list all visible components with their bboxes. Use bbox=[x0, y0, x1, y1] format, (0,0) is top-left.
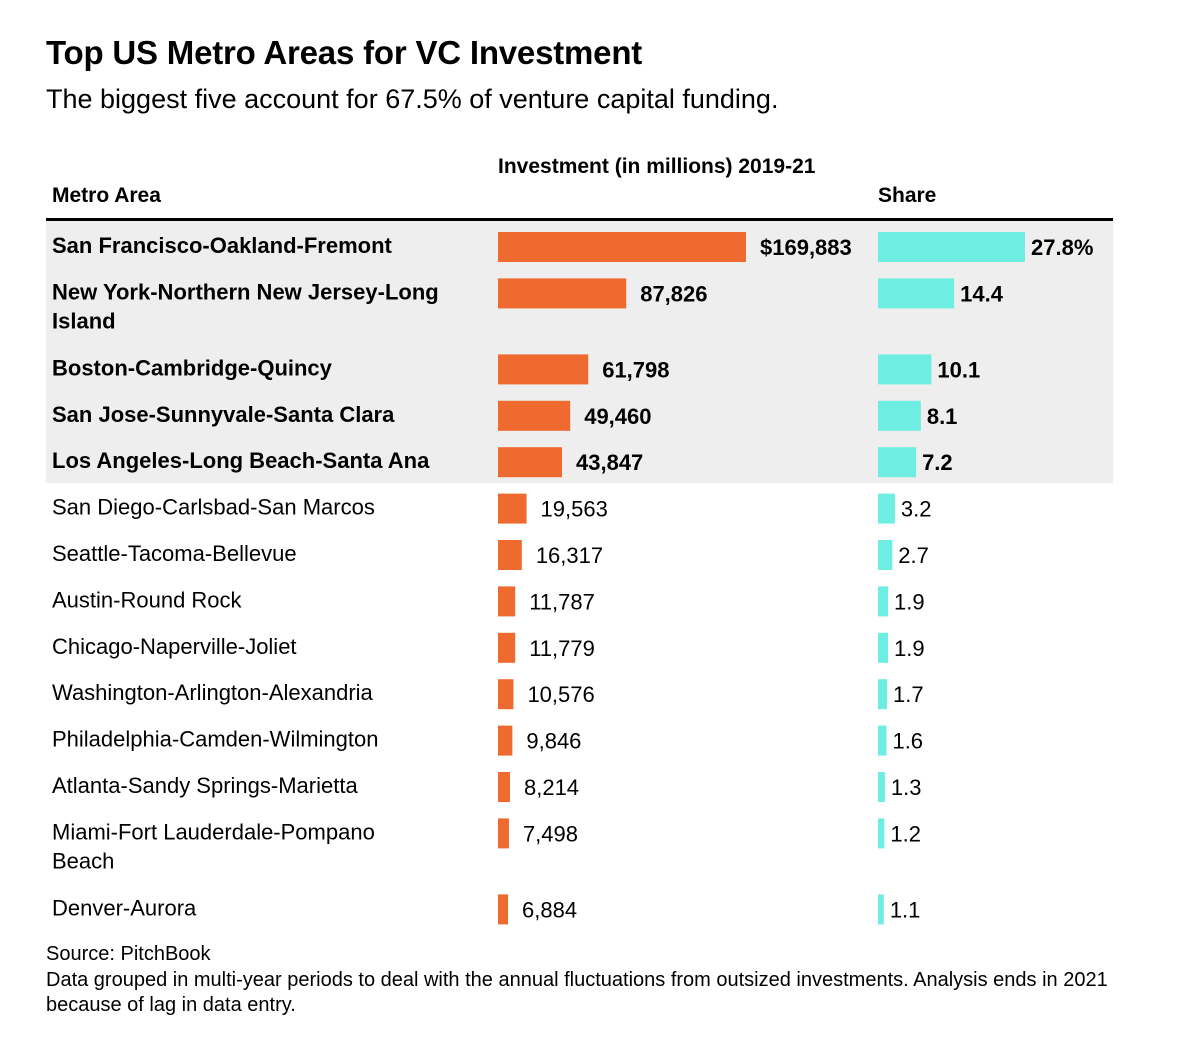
metro-label: Chicago-Naperville-Joliet bbox=[52, 634, 297, 659]
investment-value-label: 43,847 bbox=[576, 450, 643, 475]
share-value-label: 3.2 bbox=[901, 497, 932, 522]
share-value-label: 1.9 bbox=[894, 636, 925, 661]
investment-bar bbox=[498, 894, 509, 925]
column-header-investment: Investment (in millions) 2019-21 bbox=[498, 155, 816, 178]
share-bar bbox=[878, 894, 884, 925]
share-value-label: 2.7 bbox=[898, 543, 929, 568]
share-bar bbox=[878, 818, 885, 849]
share-bar bbox=[878, 586, 889, 617]
investment-value-label: 11,779 bbox=[529, 636, 595, 661]
share-value-label: 10.1 bbox=[937, 357, 980, 382]
metro-label: New York-Northern New Jersey-Long Island bbox=[52, 279, 439, 333]
column-header-metro-area: Metro Area bbox=[52, 184, 161, 207]
investment-value-label: 61,798 bbox=[602, 357, 669, 382]
investment-bar bbox=[498, 400, 571, 431]
investment-bar bbox=[498, 772, 510, 802]
share-value-label: 7.2 bbox=[922, 450, 953, 475]
investment-bar bbox=[498, 818, 509, 849]
share-value-label: 1.6 bbox=[892, 729, 923, 754]
investment-bar bbox=[498, 679, 514, 710]
share-bar bbox=[878, 447, 917, 478]
share-bar bbox=[878, 725, 887, 756]
metro-label: Atlanta-Sandy Springs-Marietta bbox=[52, 773, 358, 798]
share-bar bbox=[878, 400, 921, 431]
share-value-label: 1.2 bbox=[890, 821, 921, 846]
investment-value-label: 8,214 bbox=[524, 775, 579, 800]
metro-label: Washington-Arlington-Alexandria bbox=[52, 680, 374, 705]
header-divider bbox=[46, 218, 1113, 221]
investment-value-label: 7,498 bbox=[523, 821, 578, 846]
metro-label: Boston-Cambridge-Quincy bbox=[52, 355, 333, 380]
top-five-highlight-band bbox=[46, 221, 1113, 483]
investment-bar bbox=[498, 586, 516, 617]
metro-label: Austin-Round Rock bbox=[52, 587, 243, 612]
methodology-note: Data grouped in multi-year periods to de… bbox=[46, 969, 1108, 1016]
metro-label: Los Angeles-Long Beach-Santa Ana bbox=[52, 448, 430, 473]
investment-bar bbox=[498, 232, 746, 262]
investment-bar bbox=[498, 725, 513, 756]
share-value-label: 1.7 bbox=[893, 682, 924, 707]
investment-value-label: 9,846 bbox=[526, 729, 581, 754]
metro-label: Seattle-Tacoma-Bellevue bbox=[52, 541, 297, 566]
chart-subtitle: The biggest five account for 67.5% of ve… bbox=[46, 84, 779, 114]
share-value-label: 8.1 bbox=[927, 404, 958, 429]
share-value-label: 27.8% bbox=[1031, 235, 1093, 260]
column-header-share: Share bbox=[878, 184, 937, 207]
investment-value-label: $169,883 bbox=[760, 235, 852, 260]
investment-value-label: 16,317 bbox=[536, 543, 603, 568]
investment-bar bbox=[498, 632, 516, 663]
investment-bar bbox=[498, 278, 627, 309]
share-bar bbox=[878, 540, 893, 570]
share-bar bbox=[878, 772, 885, 802]
share-value-label: 1.3 bbox=[891, 775, 922, 800]
share-bar bbox=[878, 632, 889, 663]
investment-value-label: 19,563 bbox=[541, 497, 608, 522]
source-note: Source: PitchBook bbox=[46, 943, 211, 965]
metro-label: San Diego-Carlsbad-San Marcos bbox=[52, 495, 375, 520]
chart-title: Top US Metro Areas for VC Investment bbox=[46, 34, 643, 71]
investment-value-label: 6,884 bbox=[522, 897, 577, 922]
metro-label: Philadelphia-Camden-Wilmington bbox=[52, 727, 379, 752]
investment-bar bbox=[498, 447, 563, 478]
investment-value-label: 49,460 bbox=[584, 404, 651, 429]
investment-bar bbox=[498, 493, 527, 524]
investment-bar bbox=[498, 540, 522, 570]
investment-value-label: 10,576 bbox=[527, 682, 594, 707]
share-bar bbox=[878, 354, 932, 385]
share-bar bbox=[878, 679, 887, 710]
share-value-label: 14.4 bbox=[960, 281, 1004, 306]
share-value-label: 1.9 bbox=[894, 589, 925, 614]
investment-bar bbox=[498, 354, 589, 385]
metro-label: San Jose-Sunnyvale-Santa Clara bbox=[52, 402, 395, 427]
share-bar bbox=[878, 493, 895, 524]
share-bar bbox=[878, 278, 955, 309]
metro-label: Miami-Fort Lauderdale-Pompano Beach bbox=[52, 819, 375, 873]
investment-value-label: 11,787 bbox=[529, 589, 595, 614]
investment-value-label: 87,826 bbox=[640, 281, 707, 306]
share-value-label: 1.1 bbox=[890, 897, 921, 922]
metro-label: Denver-Aurora bbox=[52, 895, 197, 920]
metro-label: San Francisco-Oakland-Fremont bbox=[52, 233, 393, 258]
share-bar bbox=[878, 232, 1025, 262]
